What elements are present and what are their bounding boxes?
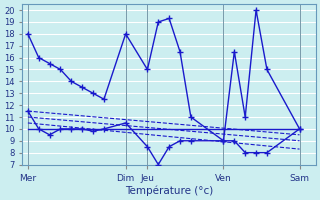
X-axis label: Température (°c): Température (°c)	[125, 185, 213, 196]
